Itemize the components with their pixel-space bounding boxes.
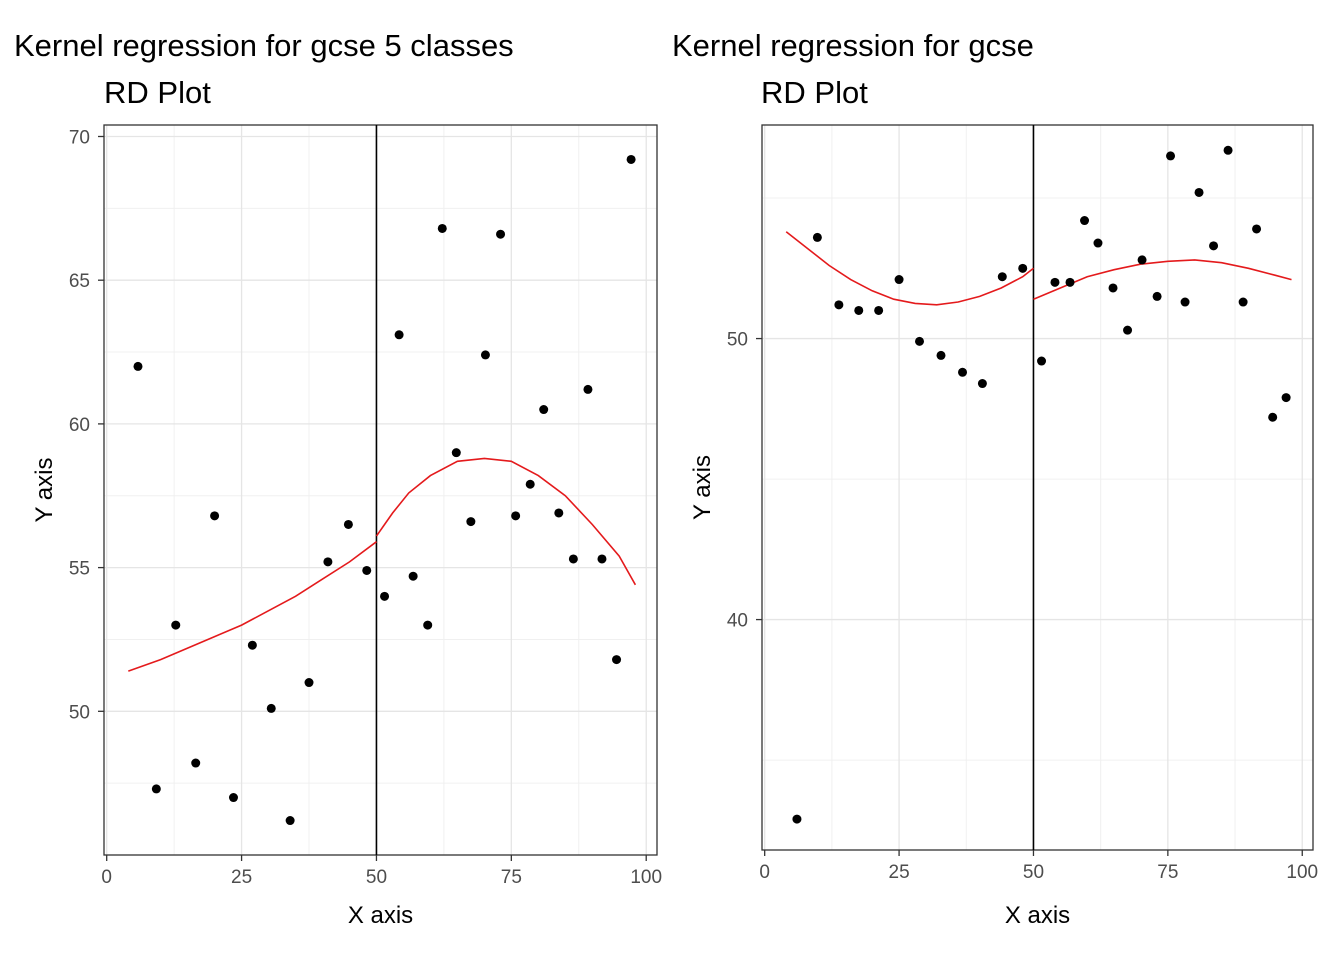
data-point — [1281, 393, 1291, 403]
left-chart-title: Kernel regression for gcse 5 classes — [14, 28, 514, 63]
data-point — [1194, 187, 1204, 197]
data-point — [1180, 297, 1190, 307]
x-tick-label: 100 — [630, 867, 662, 888]
data-point — [437, 223, 447, 233]
x-axis-title: X axis — [348, 902, 413, 929]
x-tick-label: 25 — [231, 867, 252, 888]
left-chart-panel: Kernel regression for gcse 5 classes RD … — [14, 28, 662, 929]
data-point — [597, 554, 607, 564]
data-point — [915, 336, 925, 346]
data-point — [1238, 297, 1248, 307]
data-point — [1123, 325, 1133, 335]
data-point — [1108, 283, 1118, 293]
data-point — [451, 448, 461, 458]
data-point — [792, 814, 802, 824]
y-tick-label: 50 — [727, 330, 748, 351]
x-tick-label: 100 — [1286, 862, 1318, 883]
right-chart-svg: 0 25 50 75 100 40 50 X axis Y axis — [689, 124, 1318, 929]
data-point — [583, 384, 593, 394]
data-point — [539, 405, 549, 415]
data-point — [408, 571, 418, 581]
data-point — [343, 519, 353, 529]
data-point — [554, 508, 564, 518]
y-tick-label: 70 — [69, 127, 90, 148]
data-point — [1152, 291, 1162, 301]
data-point — [812, 232, 822, 242]
panel-border — [761, 124, 1314, 851]
y-tick-label: 40 — [727, 611, 748, 632]
data-point — [380, 591, 390, 601]
right-chart-title: Kernel regression for gcse — [672, 28, 1034, 63]
left-chart-subtitle: RD Plot — [104, 75, 211, 110]
data-point — [612, 655, 622, 665]
data-point — [626, 154, 636, 164]
data-point — [133, 361, 143, 371]
y-axis-title: Y axis — [689, 455, 716, 520]
right-chart-subtitle: RD Plot — [761, 75, 868, 110]
data-point — [977, 379, 987, 389]
data-point — [466, 517, 476, 527]
data-point — [1018, 263, 1028, 273]
data-point — [151, 784, 161, 794]
data-point — [394, 330, 404, 340]
data-point — [568, 554, 578, 564]
data-point — [1209, 241, 1219, 251]
data-point — [210, 511, 220, 521]
data-point — [304, 678, 314, 688]
fit-curve-right — [1033, 259, 1292, 300]
y-tick-label: 55 — [69, 559, 90, 580]
x-tick-label: 50 — [366, 867, 387, 888]
data-point — [834, 300, 844, 310]
data-point — [496, 229, 506, 239]
data-point — [958, 367, 968, 377]
data-point — [525, 479, 535, 489]
data-point — [323, 557, 333, 567]
data-point — [1268, 412, 1278, 422]
fit-curve-left — [128, 541, 377, 672]
data-point — [362, 565, 372, 575]
data-point — [247, 640, 257, 650]
x-tick-label: 50 — [1023, 862, 1044, 883]
data-point — [1037, 356, 1047, 366]
right-chart-panel: Kernel regression for gcse RD Plot 0 25 50… — [672, 0, 1344, 960]
data-point — [423, 620, 433, 630]
data-point — [1050, 277, 1060, 287]
y-tick-label: 60 — [69, 415, 90, 436]
data-point — [1065, 277, 1075, 287]
data-point — [228, 793, 238, 803]
x-tick-label: 75 — [1157, 862, 1178, 883]
x-tick-label: 75 — [501, 867, 522, 888]
data-point — [1093, 238, 1103, 248]
x-tick-label: 0 — [101, 867, 112, 888]
y-tick-label: 50 — [69, 702, 90, 723]
fit-curve-left — [785, 231, 1034, 306]
fit-curve-right — [375, 457, 637, 586]
x-tick-label: 25 — [889, 862, 910, 883]
y-tick-label: 65 — [69, 271, 90, 292]
left-chart-svg: 0 25 50 75 100 50 55 60 65 70 X axis Y axis — [31, 124, 662, 929]
data-point — [1137, 255, 1147, 265]
data-point — [285, 816, 295, 826]
data-point — [854, 305, 864, 315]
data-point — [1223, 145, 1233, 155]
data-point — [480, 350, 490, 360]
data-point — [874, 305, 884, 315]
data-point — [1080, 216, 1090, 226]
data-point — [1166, 151, 1176, 161]
y-axis-title: Y axis — [31, 458, 58, 523]
data-point — [171, 620, 181, 630]
data-point — [1252, 224, 1262, 234]
panel-border — [103, 124, 658, 856]
data-point — [266, 703, 276, 713]
data-point — [997, 272, 1007, 282]
data-point — [511, 511, 521, 521]
data-point — [894, 275, 904, 285]
data-point — [936, 350, 946, 360]
x-tick-label: 0 — [759, 862, 770, 883]
x-axis-title: X axis — [1005, 902, 1070, 929]
data-point — [191, 758, 201, 768]
